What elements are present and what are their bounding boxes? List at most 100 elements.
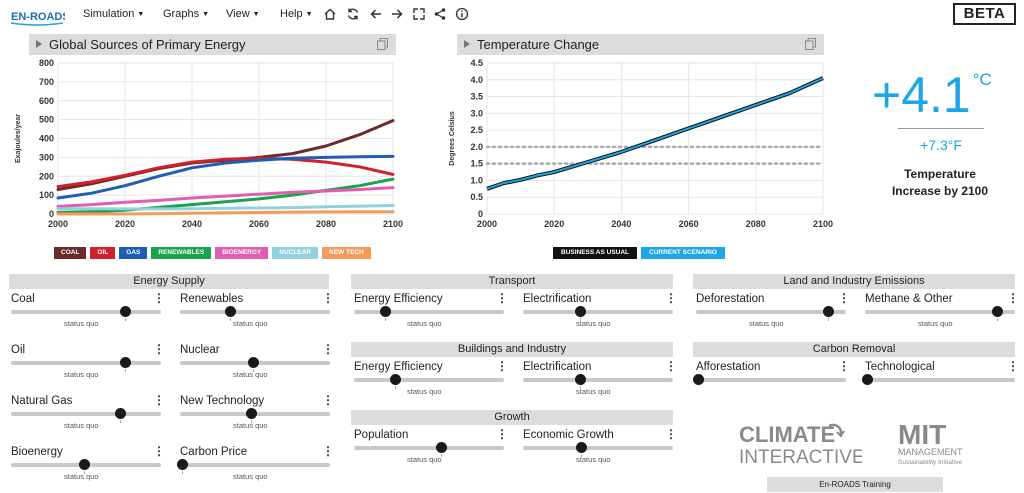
slider-thumb[interactable] [224,306,236,317]
menu-simulation[interactable]: Simulation ▼ [83,8,144,20]
kebab-menu-icon[interactable]: ⋮ [665,359,677,373]
series-line-new-tech[interactable] [56,210,395,216]
kebab-menu-icon[interactable]: ⋮ [153,291,165,305]
slider-natural-gas[interactable]: Natural Gas ⋮ status quo [11,393,165,435]
legend-item-business-as-usual[interactable]: BUSINESS AS USUAL [553,247,638,259]
legend-item-oil[interactable]: OIL [90,247,116,259]
slider-renewables[interactable]: Renewables ⋮ status quo [180,291,334,333]
climate-interactive-logo[interactable]: CLIMATE INTERACTIVE [737,420,862,468]
kebab-menu-icon[interactable]: ⋮ [322,342,334,356]
slider-transport-elec[interactable]: Electrification ⋮ status quo [523,291,677,333]
slider-thumb[interactable] [435,442,447,453]
slider-track[interactable] [865,378,1015,382]
slider-thumb[interactable] [114,408,126,419]
legend-item-gas[interactable]: GAS [119,247,148,259]
slider-methane[interactable]: Methane & Other ⋮ status quo [865,292,1019,333]
slider-carbon-price[interactable]: Carbon Price ⋮ status quo [177,444,334,486]
menu-view[interactable]: View ▼ [226,8,260,20]
slider-coal[interactable]: Coal ⋮ status quo [11,291,165,333]
slider-track[interactable] [523,446,673,450]
slider-technological[interactable]: Technological ⋮ [862,359,1019,401]
series-line-nuclear[interactable] [56,204,395,211]
slider-thumb[interactable] [991,306,1003,317]
en-roads-logo[interactable]: EN-ROADS [9,5,65,27]
kebab-menu-icon[interactable]: ⋮ [496,359,508,373]
slider-thumb[interactable] [246,408,258,419]
slider-track[interactable] [354,446,504,450]
slider-thumb[interactable] [574,306,586,317]
slider-transport-eff[interactable]: Energy Efficiency ⋮ status quo [354,291,508,333]
slider-thumb[interactable] [576,442,588,453]
series-line-current-scenario[interactable] [486,77,824,190]
kebab-menu-icon[interactable]: ⋮ [665,427,677,441]
slider-thumb[interactable] [379,306,391,317]
slider-track[interactable] [11,310,161,314]
share-icon[interactable] [433,7,447,21]
kebab-menu-icon[interactable]: ⋮ [1007,359,1019,373]
series-line-oil[interactable] [56,156,395,189]
kebab-menu-icon[interactable]: ⋮ [665,291,677,305]
slider-bldg-elec[interactable]: Electrification ⋮ status quo [523,359,677,401]
kebab-menu-icon[interactable]: ⋮ [153,342,165,356]
slider-track[interactable] [696,378,846,382]
slider-thumb[interactable] [862,374,873,385]
graph1-title-bar[interactable]: Global Sources of Primary Energy [29,34,396,55]
graph-menu-arrow-icon[interactable] [464,40,470,48]
slider-thumb[interactable] [693,374,704,385]
home-icon[interactable] [323,7,337,21]
refresh-icon[interactable] [346,7,360,21]
slider-thumb[interactable] [177,459,188,470]
slider-deforestation[interactable]: Deforestation ⋮ status quo [696,291,850,333]
redo-icon[interactable] [390,7,404,21]
kebab-menu-icon[interactable]: ⋮ [838,359,850,373]
slider-afforestation[interactable]: Afforestation ⋮ [693,359,850,401]
slider-thumb[interactable] [247,357,259,368]
undo-icon[interactable] [369,7,383,21]
slider-thumb[interactable] [822,306,834,317]
copy-icon[interactable] [377,38,388,50]
menu-graphs[interactable]: Graphs ▼ [163,8,209,20]
legend-item-bioenergy[interactable]: BIOENERGY [215,247,269,259]
legend-item-new-tech[interactable]: NEW TECH [322,247,371,259]
kebab-menu-icon[interactable]: ⋮ [153,444,165,458]
slider-oil[interactable]: Oil ⋮ status quo [11,342,165,384]
slider-new-tech[interactable]: New Technology ⋮ status quo [180,394,334,435]
slider-track[interactable] [354,378,504,382]
slider-track[interactable] [354,310,504,314]
info-icon[interactable] [455,7,469,21]
copy-icon[interactable] [805,38,816,50]
slider-track[interactable] [11,361,161,365]
slider-thumb[interactable] [389,374,401,385]
slider-track[interactable] [865,310,1015,314]
series-line-business-as-usual[interactable] [486,76,824,191]
kebab-menu-icon[interactable]: ⋮ [838,291,850,305]
slider-thumb[interactable] [120,306,132,317]
series-line-renewables[interactable] [56,177,395,214]
slider-track[interactable] [180,463,330,467]
slider-nuclear[interactable]: Nuclear ⋮ status quo [180,342,334,384]
slider-population[interactable]: Population ⋮ status quo [354,427,508,469]
kebab-menu-icon[interactable]: ⋮ [496,291,508,305]
slider-thumb[interactable] [78,459,90,470]
slider-track[interactable] [180,310,330,314]
slider-thumb[interactable] [574,374,586,385]
menu-help[interactable]: Help ▼ [280,8,313,20]
slider-track[interactable] [696,310,846,314]
kebab-menu-icon[interactable]: ⋮ [153,393,165,407]
expand-icon[interactable] [412,7,426,21]
series-line-gas[interactable] [56,154,395,200]
series-line-bioenergy[interactable] [56,186,395,208]
slider-track[interactable] [523,310,673,314]
kebab-menu-icon[interactable]: ⋮ [322,291,334,305]
slider-track[interactable] [523,378,673,382]
slider-bldg-eff[interactable]: Energy Efficiency ⋮ status quo [354,359,508,401]
en-roads-training-button[interactable]: En-ROADS Training [767,477,943,492]
kebab-menu-icon[interactable]: ⋮ [322,444,334,458]
slider-bioenergy[interactable]: Bioenergy ⋮ status quo [11,444,165,486]
legend-item-renewables[interactable]: RENEWABLES [151,247,212,259]
graph2-title-bar[interactable]: Temperature Change [457,34,824,55]
legend-item-nuclear[interactable]: NUCLEAR [272,247,319,259]
slider-thumb[interactable] [120,357,132,368]
slider-track[interactable] [11,412,161,416]
kebab-menu-icon[interactable]: ⋮ [496,427,508,441]
